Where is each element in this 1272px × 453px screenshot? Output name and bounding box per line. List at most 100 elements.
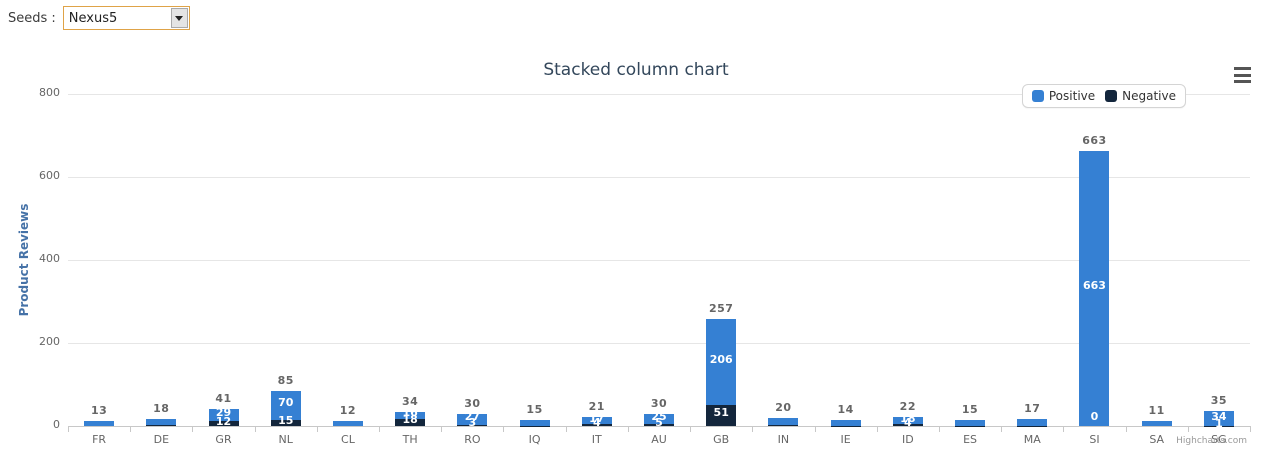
legend-item-positive[interactable]: Positive bbox=[1031, 89, 1095, 103]
x-axis-category-label: ID bbox=[901, 433, 914, 446]
x-axis-category-label: SI bbox=[1089, 433, 1100, 446]
bar-value-label: 1 bbox=[1215, 416, 1223, 430]
legend-label: Negative bbox=[1122, 89, 1176, 103]
stack-total-label: 257 bbox=[708, 302, 734, 316]
stack-total-label: 30 bbox=[650, 396, 668, 410]
gridline bbox=[68, 260, 1250, 261]
bar-value-label: 34 bbox=[1211, 409, 1227, 423]
x-axis-tick bbox=[1001, 426, 1003, 432]
x-axis-tick bbox=[565, 426, 567, 432]
x-axis-tick bbox=[316, 426, 318, 432]
hamburger-menu-icon[interactable] bbox=[1234, 67, 1254, 83]
bar-segment-positive[interactable] bbox=[519, 419, 550, 426]
stack-total-label: 20 bbox=[775, 400, 792, 414]
stack-total-label: 18 bbox=[153, 401, 170, 415]
x-axis-category-label: ES bbox=[963, 433, 978, 446]
bar-value-label: 16 bbox=[402, 406, 418, 420]
x-axis-tick bbox=[1187, 426, 1189, 432]
bar-segment-positive[interactable] bbox=[830, 420, 861, 426]
highcharts-credit[interactable]: Highcharts.com bbox=[1176, 436, 1247, 446]
bar-value-label: 27 bbox=[464, 410, 481, 424]
bar-segment-positive[interactable] bbox=[332, 421, 363, 426]
x-axis-tick bbox=[690, 426, 692, 432]
gridline bbox=[68, 94, 1250, 95]
seeds-select[interactable]: Nexus5 bbox=[62, 6, 190, 30]
stack-total-label: 85 bbox=[277, 373, 294, 387]
seeds-select-value: Nexus5 bbox=[68, 10, 118, 26]
bar-segment-negative[interactable] bbox=[395, 418, 426, 426]
bar-segment-negative[interactable] bbox=[208, 421, 239, 426]
bar-segment-negative[interactable] bbox=[457, 424, 488, 426]
bar-value-label: 0 bbox=[1090, 410, 1099, 423]
gridline bbox=[68, 343, 1250, 344]
x-axis-category-label: RO bbox=[464, 433, 481, 446]
hamburger-line bbox=[1234, 73, 1251, 77]
y-axis-tick-label: 800 bbox=[39, 86, 60, 99]
bar-segment-positive[interactable] bbox=[1203, 411, 1234, 426]
stack-total-label: 17 bbox=[1024, 401, 1041, 415]
x-axis-category-label: IN bbox=[777, 433, 790, 446]
bar-value-label: 663 bbox=[1082, 279, 1106, 293]
bar-segment-positive[interactable] bbox=[208, 408, 239, 422]
x-axis-tick bbox=[254, 426, 256, 432]
seeds-label: Seeds : bbox=[8, 10, 56, 26]
legend-marker-icon bbox=[1031, 90, 1044, 102]
bar-segment-negative[interactable] bbox=[581, 424, 612, 426]
x-axis-category-label: FR bbox=[92, 433, 107, 446]
bar-value-label: 18 bbox=[402, 413, 418, 427]
stack-total-label: 14 bbox=[837, 403, 854, 417]
x-axis-tick bbox=[814, 426, 816, 432]
x-axis-tick bbox=[1125, 426, 1127, 432]
bar-segment-positive[interactable] bbox=[955, 419, 986, 426]
legend-item-negative[interactable]: Negative bbox=[1105, 89, 1176, 103]
y-axis-tick-label: 600 bbox=[39, 169, 60, 182]
bar-segment-positive[interactable] bbox=[270, 390, 301, 420]
x-axis-category-label: IQ bbox=[528, 433, 541, 446]
stack-total-label: 11 bbox=[1148, 404, 1165, 418]
x-axis-tick bbox=[938, 426, 940, 432]
bar-segment-negative[interactable] bbox=[892, 424, 923, 426]
bar-segment-positive[interactable] bbox=[892, 416, 923, 425]
bar-segment-negative[interactable] bbox=[768, 425, 799, 426]
x-axis-tick bbox=[130, 426, 132, 432]
bar-value-label: 4 bbox=[904, 416, 912, 430]
bar-segment-negative[interactable] bbox=[706, 404, 737, 426]
x-axis-category-label: IT bbox=[591, 433, 602, 446]
x-axis-tick bbox=[192, 426, 194, 432]
stack-total-label: 34 bbox=[402, 394, 419, 408]
x-axis-category-label: MA bbox=[1023, 433, 1041, 446]
x-axis-tick bbox=[1250, 426, 1251, 432]
stack-total-label: 15 bbox=[961, 402, 979, 416]
x-axis-tick bbox=[1063, 426, 1065, 432]
chart-title: Stacked column chart bbox=[543, 60, 729, 80]
bar-segment-positive[interactable] bbox=[1079, 150, 1110, 426]
bar-segment-positive[interactable] bbox=[644, 413, 674, 424]
bar-segment-positive[interactable] bbox=[457, 413, 488, 425]
x-axis-category-label: SA bbox=[1149, 433, 1165, 446]
bar-segment-positive[interactable] bbox=[84, 420, 115, 426]
bar-segment-positive[interactable] bbox=[146, 418, 177, 426]
gridline bbox=[68, 177, 1250, 178]
seeds-control: Seeds : Nexus5 bbox=[8, 6, 190, 30]
bar-segment-negative[interactable] bbox=[644, 423, 674, 426]
x-axis-category-label: NL bbox=[278, 433, 293, 446]
bar-segment-positive[interactable] bbox=[1017, 418, 1048, 426]
bar-value-label: 17 bbox=[589, 411, 605, 425]
stack-total-label: 12 bbox=[339, 404, 357, 418]
bar-segment-positive[interactable] bbox=[581, 417, 612, 425]
bar-segment-positive[interactable] bbox=[706, 319, 737, 405]
bar-segment-negative[interactable] bbox=[146, 425, 177, 426]
stack-total-label: 21 bbox=[588, 400, 605, 414]
bar-segment-positive[interactable] bbox=[395, 411, 426, 419]
bar-value-label: 70 bbox=[278, 396, 294, 410]
x-axis-category-label: GB bbox=[713, 433, 730, 446]
bar-value-label: 12 bbox=[215, 414, 232, 428]
bar-value-label: 206 bbox=[709, 353, 733, 367]
bar-segment-positive[interactable] bbox=[1141, 421, 1172, 426]
bar-value-label: 15 bbox=[278, 413, 294, 427]
bar-segment-positive[interactable] bbox=[768, 417, 799, 426]
x-axis-tick bbox=[503, 426, 505, 432]
seeds-select-button[interactable] bbox=[170, 8, 188, 28]
x-axis-category-label: DE bbox=[153, 433, 170, 446]
bar-segment-negative[interactable] bbox=[270, 419, 301, 426]
